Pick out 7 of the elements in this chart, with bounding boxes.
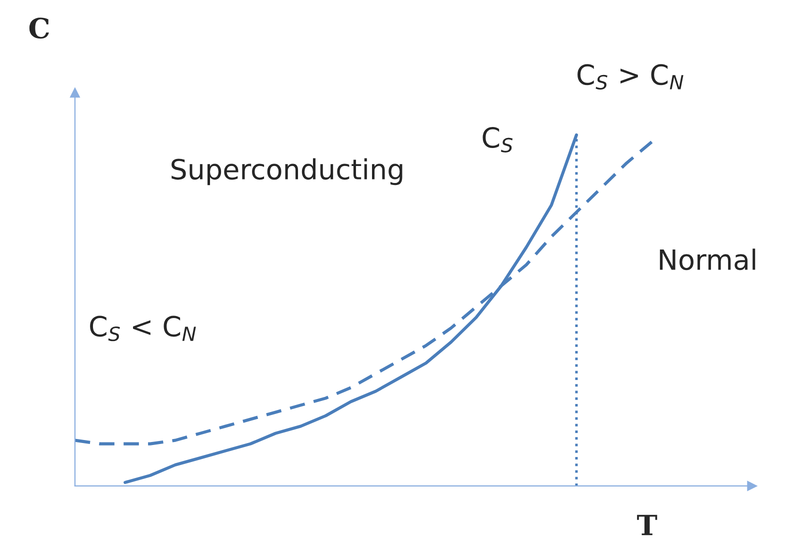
annotation: C$_{S}$ (482, 127, 513, 152)
text: C$_{S}$ > C$_{N}$ (578, 64, 684, 90)
x-axis-title: T (637, 514, 658, 536)
y-axis-title: C (29, 18, 49, 39)
annotation: C$_{S}$ < C$_{N}$ (90, 316, 196, 342)
annotation: Normal (660, 248, 756, 270)
annotation: Superconducting (172, 158, 402, 186)
